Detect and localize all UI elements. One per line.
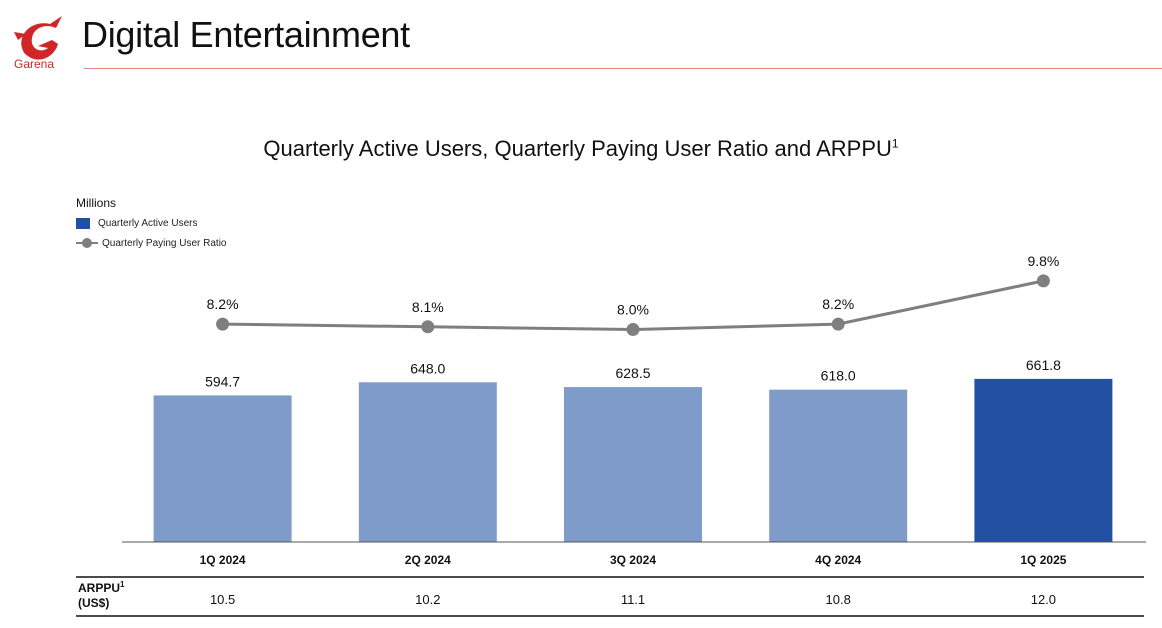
bar-2q-2024 [358,382,497,542]
legend-bar-swatch [76,218,90,229]
units-label: Millions [76,196,117,210]
arppu-label-footnote: 1 [120,580,125,589]
paying-ratio-point [626,323,640,336]
arppu-label-unit: (US$) [78,596,110,610]
bar-4q-2024 [769,389,908,542]
paying-ratio-label: 9.8% [1027,253,1059,269]
bar-value-label: 661.8 [1026,357,1061,373]
bar-1q-2025 [974,378,1113,542]
arppu-value: 12.0 [1031,592,1056,607]
legend-line-marker [76,237,98,249]
bar-1q-2024 [153,395,292,542]
bar-value-label: 594.7 [205,373,240,389]
paying-ratio-point [831,317,845,331]
paying-ratio-label: 8.2% [822,296,854,312]
bar-value-label: 628.5 [615,365,650,381]
arppu-label-text: ARPPU [78,581,121,595]
paying-ratio-point [1036,274,1050,288]
arppu-value: 10.5 [210,592,235,607]
garena-logo-icon [14,16,62,60]
paying-ratio-point [421,320,435,334]
paying-ratio-label: 8.0% [617,302,649,318]
chart-title-footnote: 1 [891,136,899,151]
arppu-value: 10.8 [826,592,851,607]
chart-title: Quarterly Active Users, Quarterly Paying… [0,136,1162,162]
chart-title-text: Quarterly Active Users, Quarterly Paying… [263,136,892,161]
logo-wordmark: Garena [14,57,55,71]
bar-value-label: 618.0 [821,368,856,384]
x-tick-label: 4Q 2024 [815,553,861,567]
legend-bar-label: Quarterly Active Users [98,218,198,229]
arppu-value: 10.2 [415,592,440,607]
paying-ratio-label: 8.2% [207,296,239,312]
legend-item-bars: Quarterly Active Users [76,218,197,229]
x-tick-label: 1Q 2025 [1020,553,1066,567]
arppu-value: 11.1 [621,592,645,607]
page-title: Digital Entertainment [82,14,410,55]
x-tick-label: 1Q 2024 [200,553,246,567]
paying-ratio-label: 8.1% [412,299,444,315]
legend-line-label: Quarterly Paying User Ratio [102,237,227,249]
title-divider [84,68,1162,69]
x-tick-label: 3Q 2024 [610,553,656,567]
bar-3q-2024 [564,387,702,542]
x-tick-label: 2Q 2024 [405,553,451,567]
paying-ratio-point [216,317,230,331]
arppu-row-label: ARPPU1 (US$) [78,581,124,611]
legend-item-line: Quarterly Paying User Ratio [76,237,227,249]
bar-value-label: 648.0 [410,360,445,376]
